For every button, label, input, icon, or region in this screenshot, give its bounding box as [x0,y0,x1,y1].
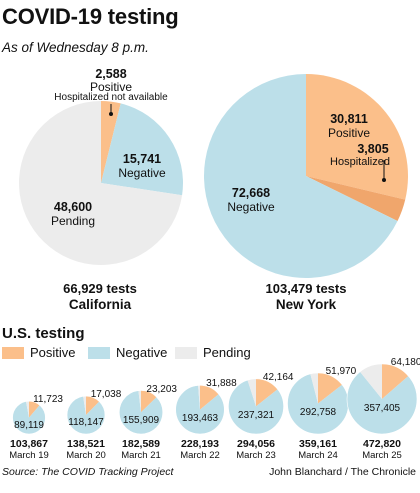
us-pie-2-outline [66,395,106,435]
us-positive-value-2: 17,038 [90,389,122,401]
us-pie-6-slice-negative [287,373,349,435]
ca-total-tests: 66,929 tests [63,281,137,296]
us-pie-2-slice-negative [67,396,105,435]
us-negative-value-4: 193,463 [181,412,219,424]
us-total-2: 138,521 [67,438,105,450]
us-pie-7-slice-pending [359,364,382,399]
us-positive-value-4: 31,888 [206,378,237,390]
us-pie-3-slice-pending [138,390,141,413]
ny-name: New York [275,297,337,312]
us-pie-6-slice-pending [310,372,318,404]
us-pie-2-slice-pending [83,396,86,416]
chart-title: COVID-19 testing [2,4,179,29]
us-section-title: U.S. testing [2,325,85,342]
us-pie-4-slice-negative [175,385,225,434]
us-negative-value-6: 292,758 [299,407,337,419]
legend-positive-swatch [2,346,24,359]
chart-subtitle: As of Wednesday 8 p.m. [2,40,149,55]
us-positive-value-3: 23,203 [146,383,177,395]
ny-positive-value: 30,811 [330,112,368,126]
us-date-5: March 23 [236,450,276,461]
us-pie-1-slice-pending [26,401,29,418]
ca-positive-leader-dot [109,112,113,116]
us-negative-value-2: 118,147 [68,417,104,429]
legend-pending: Pending [175,345,251,360]
us-pie-7-outline [346,363,418,435]
us-pie-5-outline [228,378,284,435]
ny-positive-label: Positive [327,126,371,140]
legend-positive-label: Positive [30,345,76,360]
ca-negative-label: Negative [118,166,166,180]
us-pie-6-slice-positive [318,372,343,404]
us-negative-value-1: 89,119 [14,419,44,431]
us-date-1: March 19 [9,450,49,461]
ca-slice-pending [19,101,183,265]
us-pie-5-slice-negative [228,380,284,434]
ca-pending-value: 48,600 [53,200,93,214]
ny-negative-value: 72,668 [231,186,271,200]
us-pie-4-slice-pending [198,385,200,410]
us-pie-4-outline [175,385,225,435]
us-total-4: 228,193 [181,438,219,450]
ny-hospitalized-leader-dot [382,178,386,182]
legend-pending-swatch [175,346,197,359]
ca-positive-note: Hospitalized not available [54,92,168,103]
us-pie-5-slice-positive [256,378,278,407]
us-total-3: 182,589 [122,438,160,450]
us-total-6: 359,161 [299,438,337,450]
us-pie-1-slice-negative [12,401,46,435]
ca-name: California [68,297,132,312]
us-date-6: March 24 [298,450,338,461]
us-positive-value-5: 42,164 [262,371,294,383]
us-pie-2-slice-positive [86,396,100,416]
us-negative-value-5: 237,321 [237,409,275,421]
legend-pending-label: Pending [203,345,251,360]
us-positive-value-1: 11,723 [33,394,63,406]
legend-negative: Negative [88,345,167,360]
us-negative-value-7: 357,405 [363,403,401,415]
us-date-7: March 25 [362,450,402,461]
us-positive-value-7: 64,180 [390,357,420,368]
us-total-5: 294,056 [237,438,275,450]
ny-total-tests: 103,479 tests [265,281,347,296]
us-pie-3-slice-negative [119,390,163,435]
ca-pending-label: Pending [50,214,96,228]
source-note: Source: The COVID Tracking Project [2,466,174,478]
us-pie-7-slice-negative [346,371,417,435]
us-pie-7-slice-positive [382,364,409,399]
ny-slice-positive [306,74,409,200]
us-positive-value-6: 51,970 [325,366,357,377]
legend-negative-swatch [88,346,110,359]
us-pie-3-outline [118,390,164,435]
ny-negative-label: Negative [227,200,275,214]
us-pie-3-slice-positive [141,390,157,413]
us-pie-5-slice-pending [247,378,256,407]
us-total-7: 472,820 [363,438,401,450]
us-date-2: March 20 [66,450,106,461]
ny-slice-negative [203,74,398,278]
legend-positive: Positive [2,345,76,360]
credit-note: John Blanchard / The Chronicle [269,466,416,478]
ny-slice-hospitalized [306,176,406,221]
us-negative-value-3: 155,909 [122,414,160,426]
ca-negative-value: 15,741 [122,152,162,166]
legend-negative-label: Negative [116,345,168,360]
ca-positive-value: 2,588 [95,67,127,81]
ca-slice-negative [101,103,184,196]
us-pie-4-slice-positive [200,385,219,410]
us-pie-1-outline [12,400,46,435]
us-date-4: March 22 [180,450,220,461]
us-pie-1-slice-positive [29,401,40,418]
ca-positive-label: Positive [89,80,133,94]
ny-hospitalized-value: 3,805 [357,142,389,156]
us-total-1: 103,867 [10,438,48,450]
ca-slice-positive [101,101,121,183]
ny-hospitalized-label: Hospitalized [330,156,390,168]
us-date-3: March 21 [121,450,161,461]
